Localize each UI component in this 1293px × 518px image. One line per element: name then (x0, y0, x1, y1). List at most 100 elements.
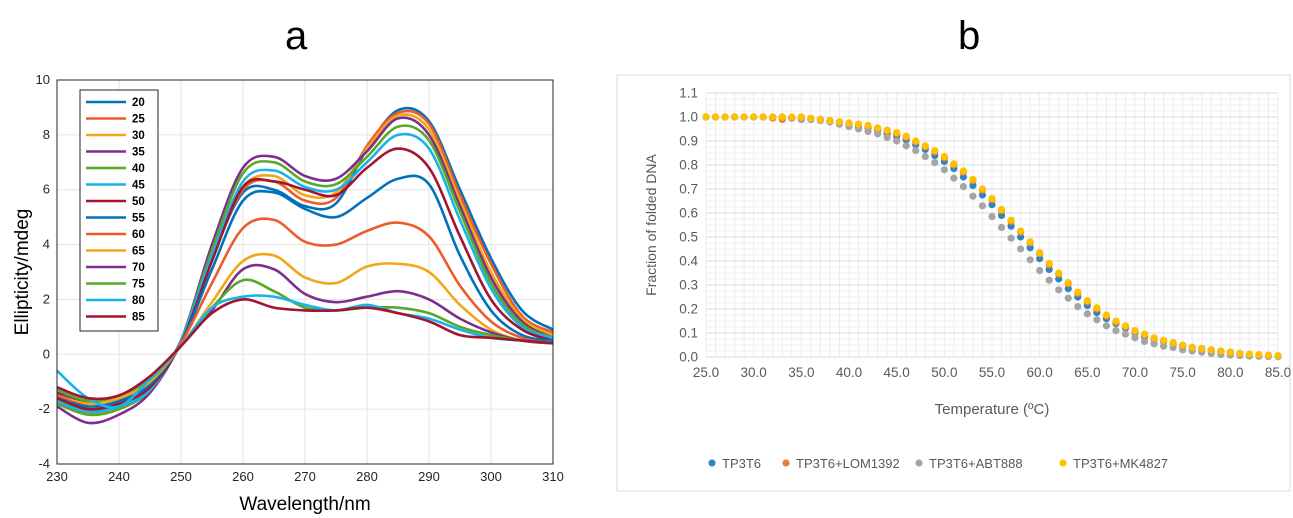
data-point (997, 223, 1006, 231)
chart-a: 230 240 250 260 270 280 290 300 310 -4-20246810 … (12, 72, 564, 515)
legend-label: TP3T6 (722, 456, 761, 471)
data-point (1150, 334, 1158, 342)
data-point (1102, 322, 1110, 330)
data-point (845, 119, 853, 127)
y-tick-label: 0.3 (679, 278, 698, 293)
x-tick-label: 260 (232, 469, 254, 484)
data-point (1074, 303, 1082, 311)
y-tick-label: 0.8 (679, 158, 698, 173)
legend-label: 70 (132, 262, 145, 274)
data-point (912, 137, 920, 145)
data-point (1207, 346, 1215, 354)
chart-a-x-ticks: 230 240 250 260 270 280 290 300 310 (46, 469, 564, 484)
data-point (874, 124, 882, 132)
x-tick-label: 290 (418, 469, 440, 484)
data-point (854, 120, 863, 128)
series-line-75 (56, 278, 554, 403)
chart-b-x-axis-label: Temperature (ºC) (935, 401, 1050, 418)
data-point (940, 166, 948, 174)
chart-b: 25.0 30.0 35.0 40.0 45.0 50.0 55.0 60.0 65.0 70.0… (616, 74, 1291, 492)
data-point (959, 183, 968, 191)
x-tick-label: 250 (170, 469, 192, 484)
legend-label: TP3T6+LOM1392 (796, 456, 900, 471)
y-tick-label: 0 (43, 346, 50, 361)
data-point (1169, 339, 1177, 347)
x-tick-label: 85.0 (1265, 365, 1291, 380)
x-tick-label: 40.0 (836, 365, 862, 380)
data-point (711, 113, 720, 121)
data-point (1036, 267, 1044, 275)
legend-label: 30 (132, 130, 145, 142)
data-point (921, 153, 929, 161)
data-point (912, 147, 920, 155)
data-point (1026, 256, 1034, 264)
data-point (1245, 350, 1253, 358)
legend-marker-3 (915, 459, 923, 467)
data-point (1217, 347, 1225, 355)
x-tick-label: 310 (542, 469, 564, 484)
y-tick-label: 0.9 (679, 134, 698, 149)
series-line-85 (56, 298, 554, 401)
legend-label: 60 (132, 229, 145, 241)
data-point (1179, 341, 1187, 349)
data-point (902, 132, 910, 140)
data-point (1160, 342, 1168, 350)
legend-box (79, 89, 159, 332)
x-tick-label: 75.0 (1170, 365, 1196, 380)
y-tick-label: 0.6 (679, 206, 698, 221)
data-point (1083, 310, 1091, 318)
data-point (797, 113, 805, 121)
data-point (940, 153, 948, 161)
x-tick-label: 55.0 (979, 365, 1005, 380)
data-point (759, 113, 767, 121)
data-point (1064, 294, 1072, 302)
data-point (1007, 216, 1015, 224)
data-point (1150, 340, 1158, 348)
legend-label: 75 (132, 279, 145, 291)
y-tick-label: 0.7 (679, 182, 698, 197)
data-point (1045, 259, 1053, 267)
data-point (835, 118, 844, 126)
x-tick-label: 45.0 (884, 365, 910, 380)
x-tick-label: 230 (46, 469, 68, 484)
x-tick-label: 60.0 (1027, 365, 1053, 380)
legend-label: 40 (132, 163, 145, 175)
data-point (1226, 348, 1234, 356)
x-tick-label: 270 (294, 469, 316, 484)
legend-label: 45 (132, 180, 145, 192)
data-point (1140, 337, 1149, 345)
panel-b-label: b (958, 14, 981, 58)
data-point (950, 174, 958, 182)
data-point (807, 114, 815, 122)
x-tick-label: 240 (108, 469, 130, 484)
data-point (1007, 234, 1015, 242)
data-point (893, 137, 901, 145)
chart-b-grid (705, 92, 1279, 358)
data-point (1017, 245, 1025, 253)
x-tick-label: 280 (356, 469, 378, 484)
data-point (874, 130, 882, 138)
data-point (778, 113, 786, 121)
data-point (1074, 288, 1082, 296)
chart-b-y-axis-label: Fraction of folded DNA (643, 154, 659, 296)
data-point (1188, 343, 1196, 351)
x-tick-label: 70.0 (1122, 365, 1148, 380)
y-tick-label: 0.5 (679, 230, 698, 245)
series-line-55 (56, 174, 554, 408)
y-tick-label: 1.1 (679, 86, 698, 101)
series-line-45 (56, 132, 554, 414)
y-tick-label: 1.0 (679, 110, 698, 125)
data-point (721, 113, 729, 121)
legend-label: 85 (132, 312, 145, 324)
data-point (1236, 349, 1244, 357)
data-point (826, 117, 834, 125)
data-point (883, 133, 891, 141)
series-TP3T6+MK4827 (702, 113, 1282, 360)
data-point (978, 185, 987, 193)
data-point (702, 113, 710, 121)
data-point (1036, 249, 1044, 257)
data-point (1131, 334, 1139, 342)
series-line-50 (56, 147, 554, 411)
data-point (969, 175, 977, 183)
